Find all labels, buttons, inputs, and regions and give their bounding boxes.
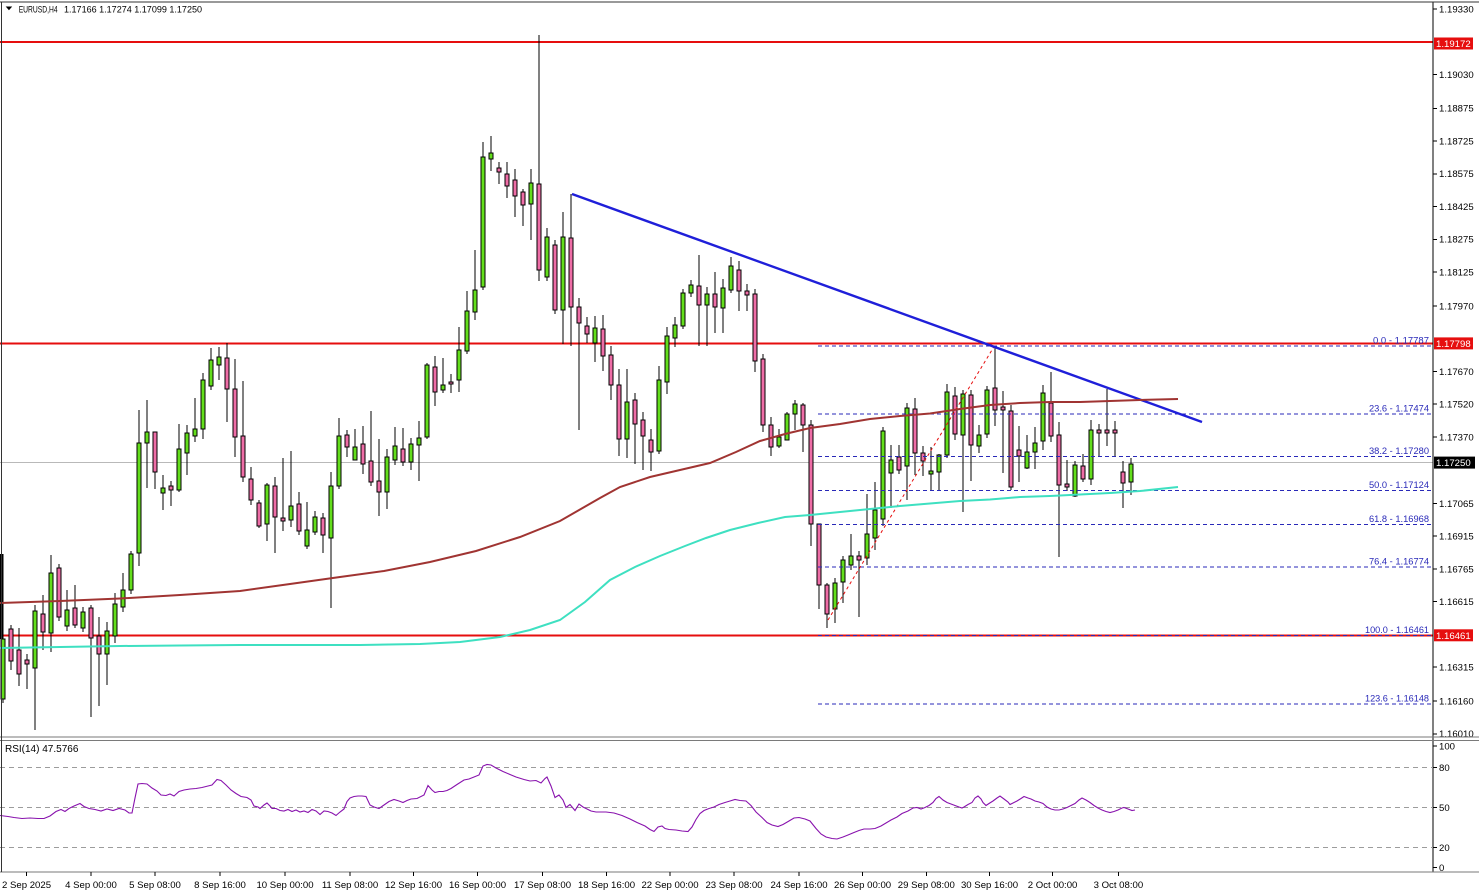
svg-text:1.16615: 1.16615 xyxy=(1439,597,1474,608)
svg-text:16 Sep 00:00: 16 Sep 00:00 xyxy=(449,880,506,891)
svg-text:0: 0 xyxy=(1439,863,1444,874)
svg-text:1.18875: 1.18875 xyxy=(1439,104,1474,115)
svg-text:1.17370: 1.17370 xyxy=(1439,432,1474,443)
svg-text:123.6 - 1.16148: 123.6 - 1.16148 xyxy=(1365,693,1429,704)
svg-text:EURUSD,H4: EURUSD,H4 xyxy=(19,4,58,14)
svg-text:RSI(14) 47.5766: RSI(14) 47.5766 xyxy=(5,744,79,755)
svg-text:1.18125: 1.18125 xyxy=(1439,268,1474,279)
svg-text:1.18425: 1.18425 xyxy=(1439,202,1474,213)
svg-text:1.17520: 1.17520 xyxy=(1439,400,1474,411)
svg-text:100: 100 xyxy=(1439,741,1455,752)
svg-text:11 Sep 08:00: 11 Sep 08:00 xyxy=(322,880,378,891)
svg-text:1.17250: 1.17250 xyxy=(1436,458,1471,469)
svg-text:26 Sep 00:00: 26 Sep 00:00 xyxy=(834,880,891,891)
svg-text:1.18575: 1.18575 xyxy=(1439,169,1474,180)
svg-text:100.0 - 1.16461: 100.0 - 1.16461 xyxy=(1365,625,1429,636)
svg-text:1.19172: 1.19172 xyxy=(1436,39,1471,50)
svg-text:1.16765: 1.16765 xyxy=(1439,564,1474,575)
svg-text:2 Oct 00:00: 2 Oct 00:00 xyxy=(1028,880,1078,891)
svg-text:61.8 - 1.16968: 61.8 - 1.16968 xyxy=(1369,514,1429,525)
svg-text:23.6 - 1.17474: 23.6 - 1.17474 xyxy=(1369,404,1430,415)
svg-text:1.18725: 1.18725 xyxy=(1439,137,1474,148)
svg-text:2 Sep 2025: 2 Sep 2025 xyxy=(2,880,51,891)
svg-text:1.17166 1.17274 1.17099 1.1725: 1.17166 1.17274 1.17099 1.17250 xyxy=(64,4,202,14)
svg-text:38.2 - 1.17280: 38.2 - 1.17280 xyxy=(1369,446,1429,457)
svg-text:1.16315: 1.16315 xyxy=(1439,663,1474,674)
svg-text:1.17670: 1.17670 xyxy=(1439,367,1474,378)
svg-text:5 Sep 08:00: 5 Sep 08:00 xyxy=(129,880,181,891)
svg-text:10 Sep 00:00: 10 Sep 00:00 xyxy=(256,880,313,891)
svg-text:0.0 - 1.17787: 0.0 - 1.17787 xyxy=(1373,335,1429,346)
svg-text:50: 50 xyxy=(1439,803,1450,814)
svg-text:1.16461: 1.16461 xyxy=(1436,631,1471,642)
svg-text:1.16160: 1.16160 xyxy=(1439,697,1474,708)
svg-text:1.17065: 1.17065 xyxy=(1439,499,1474,510)
svg-text:23 Sep 08:00: 23 Sep 08:00 xyxy=(705,880,762,891)
svg-text:1.17798: 1.17798 xyxy=(1436,339,1471,350)
svg-text:1.19330: 1.19330 xyxy=(1439,4,1474,15)
svg-text:18 Sep 16:00: 18 Sep 16:00 xyxy=(578,880,635,891)
svg-text:50.0 - 1.17124: 50.0 - 1.17124 xyxy=(1369,480,1430,491)
svg-text:20: 20 xyxy=(1439,843,1450,854)
svg-text:1.17970: 1.17970 xyxy=(1439,301,1474,312)
svg-text:30 Sep 16:00: 30 Sep 16:00 xyxy=(961,880,1018,891)
svg-text:4 Sep 00:00: 4 Sep 00:00 xyxy=(65,880,117,891)
svg-text:17 Sep 08:00: 17 Sep 08:00 xyxy=(514,880,571,891)
svg-text:3 Oct 08:00: 3 Oct 08:00 xyxy=(1094,880,1144,891)
svg-text:12 Sep 16:00: 12 Sep 16:00 xyxy=(385,880,442,891)
svg-text:76.4 - 1.16774: 76.4 - 1.16774 xyxy=(1369,557,1430,568)
svg-text:1.18275: 1.18275 xyxy=(1439,235,1474,246)
svg-text:80: 80 xyxy=(1439,763,1450,774)
svg-text:24 Sep 16:00: 24 Sep 16:00 xyxy=(770,880,827,891)
svg-text:1.16010: 1.16010 xyxy=(1439,729,1474,740)
svg-text:1.19030: 1.19030 xyxy=(1439,70,1474,81)
svg-text:29 Sep 08:00: 29 Sep 08:00 xyxy=(898,880,955,891)
svg-text:1.16915: 1.16915 xyxy=(1439,532,1474,543)
svg-text:22 Sep 00:00: 22 Sep 00:00 xyxy=(641,880,698,891)
svg-text:8 Sep 16:00: 8 Sep 16:00 xyxy=(194,880,246,891)
